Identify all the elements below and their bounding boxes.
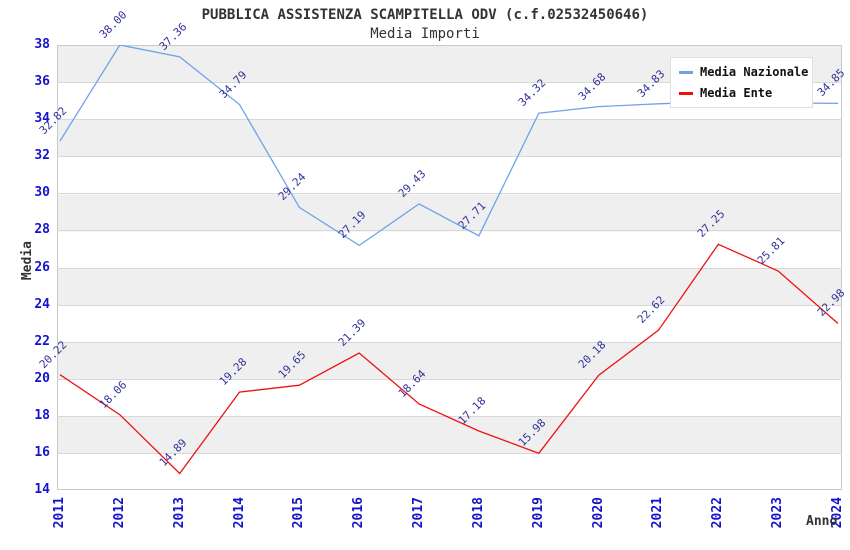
x-tick-label: 2021	[650, 497, 666, 529]
x-axis-title: Anno	[806, 514, 838, 529]
x-tick-label: 2022	[710, 497, 726, 529]
x-tick-label: 2013	[171, 497, 187, 529]
line-marker-icon	[679, 91, 693, 95]
x-tick-label: 2012	[111, 497, 127, 529]
x-tick-label: 2019	[530, 497, 546, 529]
legend-item-media-nazionale: Media Nazionale	[679, 64, 808, 80]
x-tick-label: 2018	[470, 497, 486, 529]
legend: Media Nazionale Media Ente	[670, 57, 813, 108]
y-tick-label: 38	[34, 37, 50, 52]
x-tick-label: 2023	[770, 497, 786, 529]
y-tick-label: 34	[34, 111, 50, 127]
x-tick-label: 2017	[411, 497, 427, 529]
line-marker-icon	[679, 70, 693, 74]
x-tick-label: 2011	[52, 497, 67, 529]
legend-item-media-ente: Media Ente	[679, 85, 803, 101]
y-tick-label: 20	[34, 370, 50, 386]
y-tick-label: 24	[34, 296, 50, 312]
plot-svg	[57, 45, 842, 475]
y-tick-label: 30	[34, 185, 50, 201]
y-tick-label: 32	[34, 148, 50, 164]
y-tick-label: 18	[34, 407, 50, 423]
x-tick-label: 2016	[351, 497, 367, 529]
series-line-media-ente	[59, 243, 839, 475]
x-tick-label: 2020	[590, 497, 606, 529]
y-tick-label: 28	[34, 222, 50, 238]
y-tick-label: 14	[34, 482, 50, 497]
y-tick-label: 22	[34, 333, 50, 349]
chart-subtitle: Media Importi	[370, 26, 480, 42]
chart-title: PUBBLICA ASSISTENZA SCAMPITELLA ODV (c.f…	[201, 7, 649, 23]
legend-label: Media Nazionale	[700, 65, 809, 79]
y-tick-label: 16	[34, 444, 50, 460]
y-tick-label: 36	[34, 74, 50, 90]
x-tick-label: 2015	[291, 497, 307, 529]
x-tick-label: 2014	[231, 497, 247, 529]
legend-label: Media Ente	[700, 86, 773, 100]
y-axis-title: Media	[20, 241, 35, 281]
y-tick-label: 26	[34, 259, 50, 275]
